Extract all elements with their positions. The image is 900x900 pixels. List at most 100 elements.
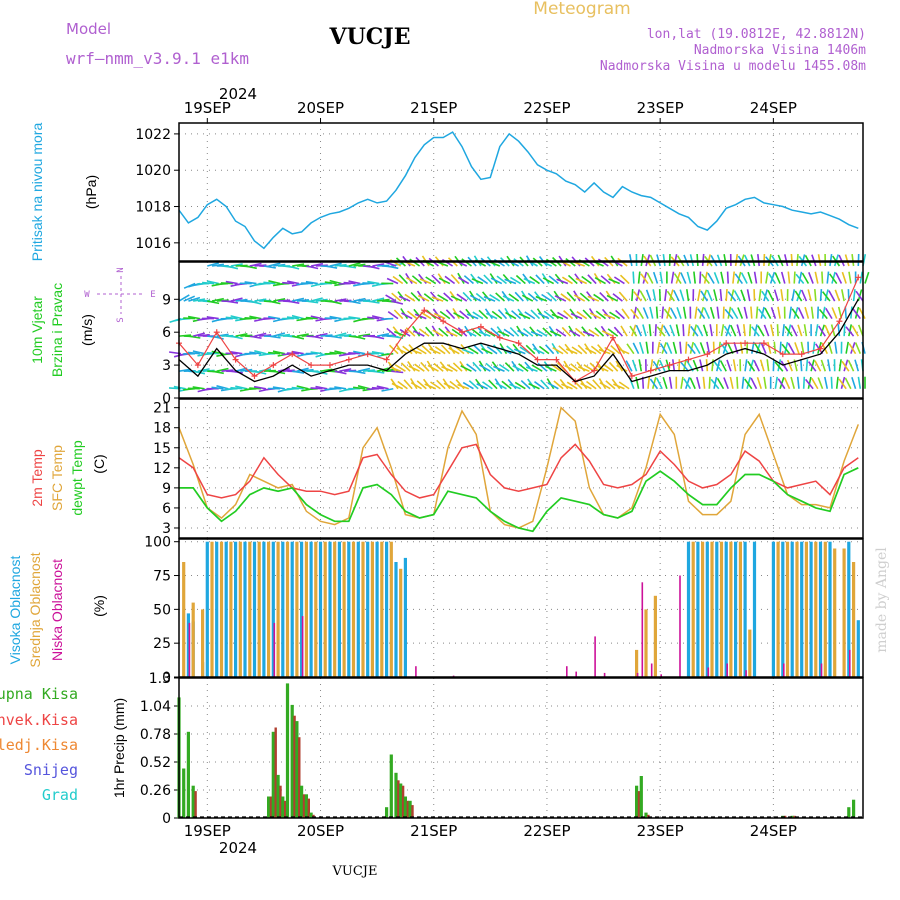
wind-arrow — [385, 294, 397, 302]
wind-arrow — [737, 307, 744, 319]
wind-arrow — [798, 271, 803, 284]
wind-arrow — [640, 273, 649, 285]
wind-arrow — [517, 329, 529, 337]
wind-arrow — [559, 378, 569, 390]
wind-arrow — [687, 343, 696, 355]
wind-arrow — [391, 370, 404, 374]
wind-arrow — [800, 254, 806, 267]
y-tick-label: 3 — [162, 358, 171, 374]
wind-arrow — [230, 386, 243, 390]
wind-arrow — [547, 382, 559, 390]
wind-arrow — [192, 332, 205, 337]
wind-arrow — [659, 271, 663, 284]
wind-arrow — [211, 370, 224, 375]
total-precip-bar — [389, 754, 393, 818]
wind-arrow — [548, 275, 559, 285]
mid-cloud-bar — [653, 595, 657, 677]
wind-arrow — [713, 289, 718, 302]
wind-arrow — [673, 273, 682, 284]
mid-cloud-bar — [276, 541, 280, 677]
wind-arrow — [795, 273, 805, 285]
high-cloud-bar — [356, 541, 360, 677]
wind-arrow — [483, 274, 493, 285]
panel-frame — [178, 538, 864, 678]
wind-arrow — [754, 343, 762, 355]
wind-arrow — [466, 313, 479, 320]
mid-cloud-bar — [852, 562, 856, 677]
wind-arrow — [751, 326, 760, 337]
wind-arrow — [566, 381, 578, 390]
wind-arrow — [709, 324, 713, 337]
wind-arrow — [656, 326, 666, 337]
wind-arrow — [633, 306, 637, 319]
wind-arrow — [582, 330, 595, 337]
y-tick-label: 21 — [153, 401, 171, 417]
wind-arrow — [558, 345, 569, 355]
day-label-bottom: 22SEP — [523, 822, 570, 840]
wind-arrow — [415, 346, 427, 355]
wind-arrow — [371, 386, 384, 390]
wind-arrow — [615, 309, 625, 320]
wind-arrow — [757, 325, 765, 337]
coords-label: lon,lat (19.0812E, 42.8812N) — [647, 27, 866, 42]
station-title: VUCJE — [329, 24, 411, 50]
day-label-bottom: 21SEP — [410, 822, 457, 840]
wind-arrow — [569, 329, 581, 337]
wind-arrow — [810, 359, 815, 372]
wind-arrow — [358, 367, 371, 372]
day-label-top: 24SEP — [750, 99, 797, 117]
wind-arrow — [790, 376, 796, 389]
wind-arrow — [763, 324, 770, 337]
wind-arrow — [594, 327, 605, 337]
wind-arrow — [394, 364, 406, 372]
wind-arrow — [542, 327, 553, 337]
wind-arrow — [857, 376, 862, 389]
wind-arrow — [459, 310, 470, 320]
compass-south: S — [116, 317, 126, 322]
legend-snow: Snijeg — [24, 761, 78, 779]
wind-arrow — [348, 300, 361, 305]
high-cloud-bar — [809, 541, 813, 677]
wind-arrow — [357, 385, 370, 390]
high-cloud-bar — [328, 541, 332, 677]
wind-arrow — [466, 363, 477, 372]
wind-arrow — [702, 324, 709, 337]
low-cloud-bar — [707, 667, 710, 677]
wind-arrow — [774, 272, 781, 284]
wind-arrow — [329, 300, 342, 305]
wind-arrow — [750, 377, 758, 390]
wind-arrow — [642, 324, 647, 337]
wind-arrow — [410, 382, 422, 390]
wind-arrow — [535, 295, 548, 302]
y-tick-label: 0 — [162, 670, 171, 686]
wind-arrow — [838, 378, 847, 390]
wind-arrow — [445, 330, 458, 337]
wind-arrow — [556, 278, 569, 285]
wind-arrow — [727, 291, 737, 302]
wind-arrow — [756, 377, 762, 389]
wind-arrow — [784, 341, 789, 354]
wind-arrow — [631, 359, 638, 372]
wind-arrow — [612, 293, 623, 302]
wind-arrow — [587, 295, 600, 302]
wind-arrow — [732, 359, 737, 372]
wind-arrow — [638, 359, 643, 372]
wind-arrow — [272, 386, 285, 390]
wind-arrow — [408, 365, 420, 372]
wind-arrow — [406, 277, 418, 285]
wind-arrow — [404, 293, 416, 302]
wind-arrow — [818, 308, 828, 320]
wind-arrow — [567, 274, 578, 285]
wind-arrow — [635, 324, 643, 337]
wind-arrow — [493, 344, 503, 355]
wind-arrow — [419, 278, 432, 285]
wind-arrow — [715, 359, 721, 372]
conv-precip-bar — [269, 796, 273, 818]
wind-arrow — [367, 265, 380, 270]
wind-arrow — [640, 253, 644, 267]
total-precip-bar — [644, 812, 648, 818]
wind-arrow — [431, 274, 442, 285]
mid-cloud-bar — [304, 541, 308, 677]
wind-arrow — [292, 263, 305, 267]
